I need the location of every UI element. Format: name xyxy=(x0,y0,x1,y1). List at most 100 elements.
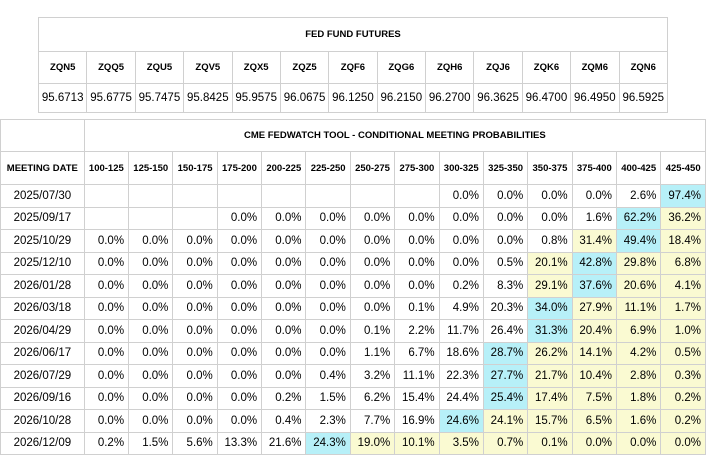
probability-cell: 15.4% xyxy=(394,386,440,410)
probability-cell: 31.4% xyxy=(571,229,618,253)
meeting-date-cell: 2026/03/18 xyxy=(0,296,85,320)
futures-price-cell: 96.1250 xyxy=(328,83,378,113)
probability-cell: 3.2% xyxy=(349,364,396,388)
probability-cell: 20.3% xyxy=(482,296,529,320)
probability-cell: 17.4% xyxy=(527,386,573,410)
probability-cell: 0.0% xyxy=(216,319,263,343)
probability-cell: 0.5% xyxy=(660,341,706,365)
fedwatch-probabilities-table: CME FEDWATCH TOOL - CONDITIONAL MEETING … xyxy=(0,119,707,455)
meeting-row: 2026/09/16 0.0% 0.0% 0.0% 0.0% 0.2% 1.5% 6.2% 15… xyxy=(0,386,706,410)
probability-cell: 0.0% xyxy=(128,319,174,343)
probability-cell: 0.0% xyxy=(438,229,484,253)
probability-cell: 37.6% xyxy=(571,274,618,298)
probability-cell: 0.2% xyxy=(83,431,130,455)
probability-cell xyxy=(83,184,130,208)
probabilities-title-row: CME FEDWATCH TOOL - CONDITIONAL MEETING … xyxy=(0,119,707,152)
rate-range-header: 225-250 xyxy=(305,151,351,185)
probability-cell: 22.3% xyxy=(438,364,484,388)
rate-range-header: 300-325 xyxy=(438,151,484,185)
probability-cell: 0.0% xyxy=(261,251,307,275)
probability-cell: 0.0% xyxy=(394,274,440,298)
probability-cell: 0.0% xyxy=(83,229,130,253)
probability-cell: 2.6% xyxy=(615,184,662,208)
futures-codes-row: ZQN5 ZQQ5 ZQU5 ZQV5 ZQX5 ZQZ5 ZQF6 ZQG6 ZQH6 ZQJ6… xyxy=(37,51,668,84)
rate-range-header: 150-175 xyxy=(172,151,218,185)
futures-price-cell: 96.3625 xyxy=(473,83,523,113)
probability-cell: 0.0% xyxy=(571,184,618,208)
probability-cell: 5.6% xyxy=(172,431,218,455)
probability-cell: 26.4% xyxy=(482,319,529,343)
probability-cell: 10.1% xyxy=(394,431,440,455)
probability-cell: 0.0% xyxy=(349,229,396,253)
meeting-date-cell: 2026/10/28 xyxy=(0,409,85,433)
probability-cell: 2.2% xyxy=(394,319,440,343)
rate-range-header: 125-150 xyxy=(128,151,174,185)
rate-range-header: 250-275 xyxy=(349,151,396,185)
probability-cell: 0.0% xyxy=(83,409,130,433)
meeting-row: 2025/12/10 0.0% 0.0% 0.0% 0.0% 0.0% 0.0% 0.0% 0.… xyxy=(0,251,706,275)
rate-range-header: 350-375 xyxy=(527,151,573,185)
probability-cell xyxy=(128,206,174,230)
meeting-row: 2026/03/18 0.0% 0.0% 0.0% 0.0% 0.0% 0.0% 0.0% 0.… xyxy=(0,296,706,320)
probability-cell: 0.0% xyxy=(261,341,307,365)
futures-code-cell: ZQU5 xyxy=(134,51,185,84)
probability-cell: 0.0% xyxy=(349,274,396,298)
probability-cell: 0.0% xyxy=(216,341,263,365)
probability-cell: 15.7% xyxy=(527,409,573,433)
probabilities-title: CME FEDWATCH TOOL - CONDITIONAL MEETING … xyxy=(83,119,707,152)
probability-cell: 1.1% xyxy=(349,341,396,365)
meeting-date-header: MEETING DATE xyxy=(0,151,85,185)
probability-cell xyxy=(349,184,396,208)
futures-prices-row: 95.6713 95.6775 95.7475 95.8425 95.9575 96.06… xyxy=(37,83,668,113)
probability-cell: 36.2% xyxy=(660,206,706,230)
rate-range-header: 200-225 xyxy=(261,151,307,185)
meeting-date-cell: 2025/07/30 xyxy=(0,184,85,208)
probability-cell: 27.9% xyxy=(571,296,618,320)
probability-cell xyxy=(216,184,263,208)
meeting-date-cell: 2025/10/29 xyxy=(0,229,85,253)
probability-cell: 25.4% xyxy=(482,386,529,410)
probability-cell: 0.0% xyxy=(660,431,706,455)
probability-cell: 0.0% xyxy=(482,206,529,230)
probability-cell: 0.0% xyxy=(615,431,662,455)
probability-cell: 0.2% xyxy=(660,409,706,433)
probability-cell: 8.3% xyxy=(482,274,529,298)
probability-cell: 97.4% xyxy=(660,184,706,208)
probability-cell: 0.0% xyxy=(216,409,263,433)
probability-cell: 0.0% xyxy=(261,296,307,320)
probability-cell: 6.9% xyxy=(615,319,662,343)
fed-fund-futures-table: FED FUND FUTURES ZQN5 ZQQ5 ZQU5 ZQV5 ZQX5 ZQZ… xyxy=(37,17,668,113)
meeting-date-cell: 2025/09/17 xyxy=(0,206,85,230)
meeting-row: 2025/07/30 0.0% 0.0% 0.0% 0.0% 2.6% 97.4% xyxy=(0,184,706,208)
futures-code-cell: ZQM6 xyxy=(570,51,620,84)
probability-cell: 7.7% xyxy=(349,409,396,433)
probability-cell: 14.1% xyxy=(571,341,618,365)
probability-cell: 0.0% xyxy=(571,431,618,455)
probability-cell: 0.0% xyxy=(128,341,174,365)
futures-price-cell: 95.6775 xyxy=(86,83,136,113)
futures-code-cell: ZQQ5 xyxy=(86,51,136,84)
probability-cell: 0.0% xyxy=(527,184,573,208)
probability-cell: 0.0% xyxy=(438,184,484,208)
probability-cell: 0.0% xyxy=(128,409,174,433)
probability-cell: 0.0% xyxy=(261,206,307,230)
probability-cell: 0.0% xyxy=(305,251,351,275)
probability-cell: 0.0% xyxy=(305,296,351,320)
probability-cell: 0.0% xyxy=(305,341,351,365)
probability-cell: 1.7% xyxy=(660,296,706,320)
futures-price-cell: 95.9575 xyxy=(231,83,281,113)
probability-cell: 0.0% xyxy=(172,251,218,275)
probability-cell: 0.0% xyxy=(128,296,174,320)
probability-cell: 19.0% xyxy=(349,431,396,455)
probability-cell: 0.0% xyxy=(305,206,351,230)
probability-cell: 6.8% xyxy=(660,251,706,275)
probability-cell: 0.0% xyxy=(172,386,218,410)
probability-cell: 0.0% xyxy=(394,206,440,230)
meeting-date-cell: 2026/06/17 xyxy=(0,341,85,365)
probability-cell: 0.0% xyxy=(172,364,218,388)
probability-cell: 0.0% xyxy=(172,341,218,365)
probabilities-header-row: MEETING DATE 100-125 125-150 150-175 175-20… xyxy=(0,151,706,185)
probability-cell xyxy=(172,206,218,230)
probability-cell: 0.1% xyxy=(349,319,396,343)
probability-cell: 24.4% xyxy=(438,386,484,410)
